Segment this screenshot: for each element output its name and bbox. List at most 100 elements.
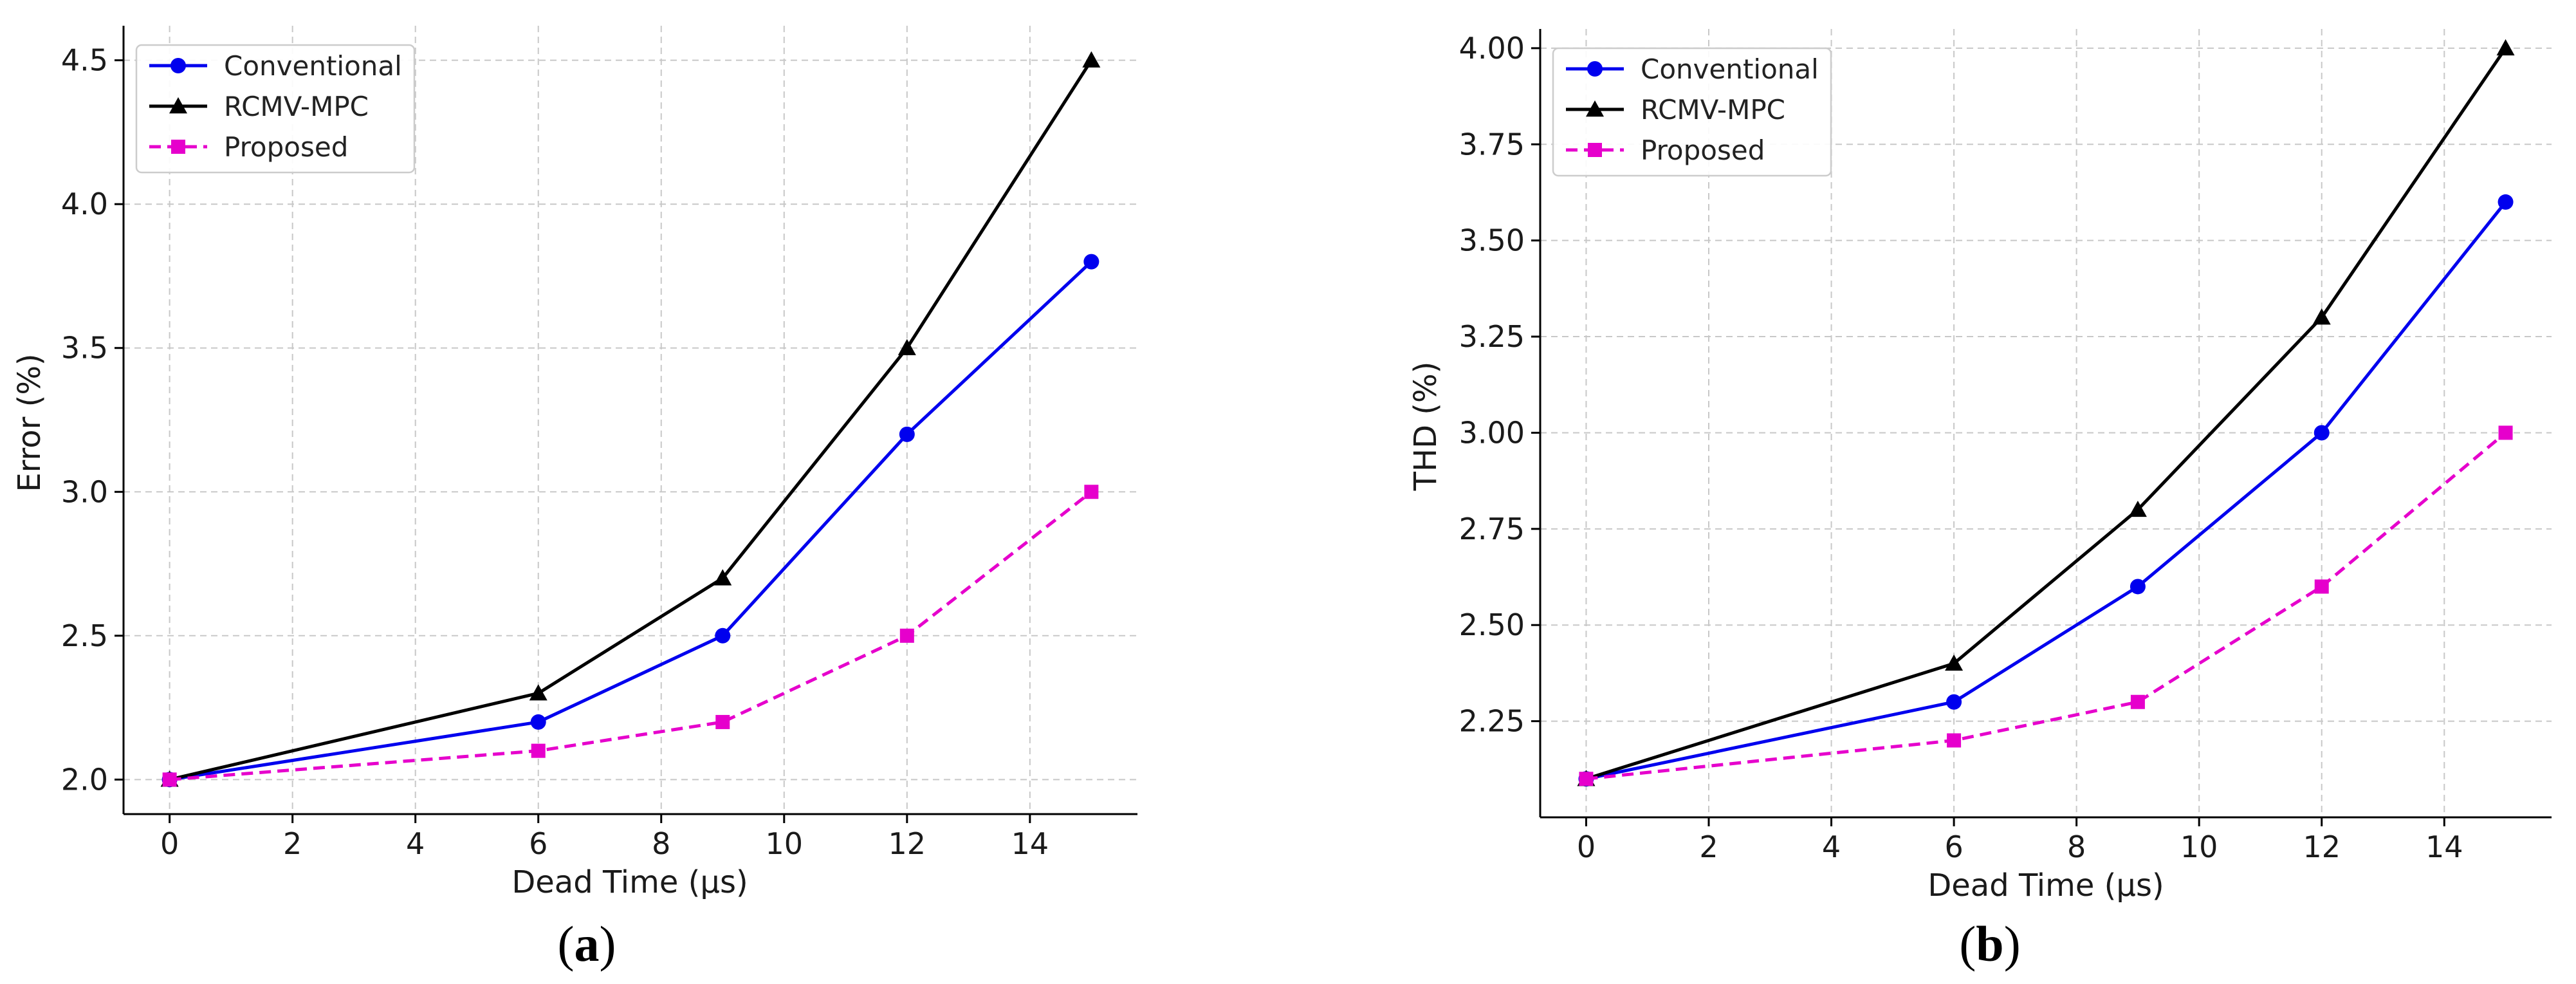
series-conventional <box>161 254 1099 788</box>
data-point-proposed <box>2130 694 2145 709</box>
data-point-proposed <box>715 714 730 729</box>
x-tick-label: 10 <box>766 826 804 861</box>
x-tick-label: 12 <box>2303 830 2341 864</box>
legend-label-rcmv-mpc: RCMV-MPC <box>1641 94 1785 125</box>
legend-label-conventional: Conventional <box>1641 53 1819 85</box>
data-point-rcmv-mpc <box>2496 39 2515 56</box>
y-tick-label: 2.5 <box>61 618 108 653</box>
data-point-rcmv-mpc <box>2312 308 2331 325</box>
data-point-conventional <box>2130 579 2146 595</box>
legend-label-rcmv-mpc: RCMV-MPC <box>224 91 369 122</box>
x-axis-label-b: Dead Time (µs) <box>1927 868 2164 904</box>
legend-label-conventional: Conventional <box>224 50 402 82</box>
data-point-conventional <box>530 714 546 730</box>
y-tick-label: 3.50 <box>1459 223 1525 258</box>
legend-a: Conventional RCMV-MPC Proposed <box>135 44 416 174</box>
data-point-conventional <box>2314 425 2330 441</box>
y-tick-label: 3.25 <box>1459 319 1525 354</box>
series-b <box>1577 39 2515 787</box>
data-point-rcmv-mpc <box>897 339 916 355</box>
legend-box <box>1552 47 1832 177</box>
legend-entry-conventional: Conventional <box>149 50 402 82</box>
data-point-conventional <box>1946 694 1962 710</box>
panel-letter-b: b <box>1976 916 2003 972</box>
y-tick-label: 2.50 <box>1459 608 1525 642</box>
data-point-rcmv-mpc <box>1082 51 1101 68</box>
data-point-proposed <box>1084 485 1099 499</box>
y-tick-label: 2.75 <box>1459 512 1525 546</box>
legend-marker-conventional <box>1587 61 1603 77</box>
axes-b: 0 2 4 6 8 10 12 14 2.25 2.50 2.75 3.00 3.25 3.50 3.75 4… <box>1459 29 2552 864</box>
panel-caption-a: (a) <box>558 916 616 972</box>
data-point-rcmv-mpc <box>1945 654 1964 671</box>
legend-marker-conventional <box>170 58 186 73</box>
series-proposed <box>162 485 1099 787</box>
data-point-conventional <box>899 426 915 442</box>
x-tick-label: 2 <box>1699 830 1718 864</box>
data-point-proposed <box>2314 579 2329 594</box>
legend-entry-rcmv-mpc: RCMV-MPC <box>1566 94 1785 125</box>
x-tick-label: 0 <box>160 826 179 861</box>
legend-entry-proposed: Proposed <box>1566 135 1765 166</box>
y-tick-label: 3.75 <box>1459 127 1525 162</box>
x-tick-label: 0 <box>1577 830 1596 864</box>
x-tick-label: 6 <box>529 826 547 861</box>
x-tick-label: 4 <box>406 826 425 861</box>
series-line-proposed <box>1586 431 2507 781</box>
y-tick-label: 3.5 <box>61 331 108 366</box>
data-point-rcmv-mpc <box>529 684 547 701</box>
panel-caption-b: (b) <box>1959 916 2020 972</box>
chart-panel-a: 0 2 4 6 8 10 12 14 2.0 2.5 3.0 3.5 4.0 4.5 Convention… <box>12 26 1137 972</box>
legend-entry-conventional: Conventional <box>1566 53 1819 85</box>
x-tick-label: 8 <box>2067 830 2086 864</box>
y-axis-label-a: Error (%) <box>12 353 48 492</box>
data-point-rcmv-mpc <box>713 569 732 586</box>
legend-marker-proposed <box>1588 143 1602 157</box>
y-tick-label: 4.5 <box>61 43 108 78</box>
legend-entry-proposed: Proposed <box>149 131 348 163</box>
x-axis-label-a: Dead Time (µs) <box>511 864 748 900</box>
y-tick-label: 3.0 <box>61 474 108 509</box>
series-line-conventional <box>169 260 1093 781</box>
chart-panel-b: 0 2 4 6 8 10 12 14 2.25 2.50 2.75 3.00 3.25 3.50 3.75 4… <box>1408 29 2552 972</box>
legend-b: Conventional RCMV-MPC Proposed <box>1552 47 1832 177</box>
axes-a: 0 2 4 6 8 10 12 14 2.0 2.5 3.0 3.5 4.0 4.5 <box>61 26 1137 861</box>
data-point-conventional <box>2498 194 2514 210</box>
data-point-proposed <box>531 743 546 758</box>
series-line-conventional <box>1585 201 2507 781</box>
x-tick-label: 8 <box>652 826 670 861</box>
x-tick-label: 14 <box>1011 826 1049 861</box>
data-point-proposed <box>162 772 177 787</box>
y-axis-label-b: THD (%) <box>1408 362 1444 492</box>
y-tick-label: 3.00 <box>1459 415 1525 450</box>
legend-entry-rcmv-mpc: RCMV-MPC <box>149 91 369 122</box>
y-tick-label: 2.25 <box>1459 704 1525 739</box>
x-tick-label: 12 <box>888 826 926 861</box>
x-tick-label: 10 <box>2180 830 2218 864</box>
data-point-proposed <box>2498 425 2513 440</box>
data-point-conventional <box>715 627 731 644</box>
x-tick-label: 4 <box>1822 830 1841 864</box>
data-point-proposed <box>899 628 914 643</box>
grid-a <box>124 26 1137 814</box>
series-proposed <box>1579 425 2513 786</box>
data-point-proposed <box>1947 733 1962 748</box>
y-tick-label: 2.0 <box>61 762 108 797</box>
x-tick-label: 6 <box>1944 830 1963 864</box>
data-point-conventional <box>1083 254 1099 270</box>
x-tick-label: 14 <box>2425 830 2463 864</box>
series-line-proposed <box>169 490 1092 781</box>
legend-box <box>135 44 416 174</box>
legend-label-proposed: Proposed <box>224 131 348 163</box>
data-point-rcmv-mpc <box>2128 500 2147 517</box>
x-tick-label: 2 <box>283 826 302 861</box>
legend-marker-rcmv-mpc <box>1586 100 1604 117</box>
legend-marker-proposed <box>171 140 185 154</box>
data-point-proposed <box>1579 772 1594 786</box>
series-a <box>160 51 1101 788</box>
legend-label-proposed: Proposed <box>1641 135 1765 166</box>
y-tick-label: 4.00 <box>1459 31 1525 66</box>
legend-marker-rcmv-mpc <box>169 97 187 114</box>
series-conventional <box>1578 194 2514 787</box>
panel-letter-a: a <box>575 916 600 972</box>
